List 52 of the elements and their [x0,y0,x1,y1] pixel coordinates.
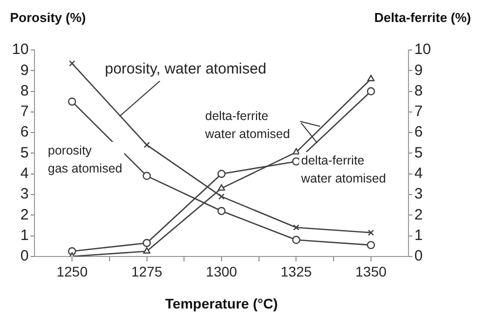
y-tick-label: 9 [20,62,29,79]
point [142,238,151,248]
y-tick-label: 10 [12,41,29,58]
y2-tick-label: 10 [414,41,432,58]
point [68,98,76,106]
x-tick-label: 1250 [56,264,88,280]
y2-tick-label: 8 [414,82,423,100]
point [292,157,300,166]
y-tick-label: 8 [20,82,29,100]
annotation: porosity gas atomised [48,144,122,176]
point [368,230,374,236]
annotation: delta-ferrite water atomised [300,154,386,186]
point [366,240,376,250]
y2-tick-label: 9 [414,62,423,79]
point [217,170,226,178]
y-tick-label: 4 [20,164,29,182]
point [144,142,150,148]
y-tick-label: 1 [20,226,29,244]
y-tick-label: 2 [20,206,29,224]
point [68,60,76,66]
y2-tick-label: 5 [414,144,423,162]
x-tick-label: 1350 [355,264,387,280]
point [217,206,226,216]
y2-tick-label: 1 [414,226,423,244]
y-tick-label: 6 [20,124,29,141]
x-tick-label: 1275 [131,264,163,280]
y-axis-title: Porosity (%) [10,10,86,25]
y-tick-label: 3 [20,186,29,203]
x-tick-label: 1300 [206,264,238,280]
annotation: delta-ferrite water atomised [204,109,290,142]
y-tick-label: 0 [20,248,29,265]
y2-tick-label: 6 [414,124,423,141]
y2-tick-label: 2 [414,206,423,224]
y-tick-label: 5 [20,144,29,162]
y2-axis-title: Delta-ferrite (%) [374,10,471,25]
y-tick-label: 7 [20,103,29,120]
x-tick-label: 1325 [280,264,312,280]
point [142,172,151,180]
y2-tick-label: 4 [414,164,423,182]
point [143,247,150,254]
y2-tick-label: 0 [414,248,423,265]
point [292,236,300,244]
point [218,184,226,191]
y2-tick-label: 7 [414,103,423,120]
y2-tick-label: 3 [414,186,423,203]
point [367,74,375,82]
point [366,87,376,96]
point [292,148,300,155]
x-axis-title: Temperature (°C) [165,295,278,312]
point [218,193,225,200]
point [293,224,300,231]
annotation: porosity, water atomised [104,60,266,78]
